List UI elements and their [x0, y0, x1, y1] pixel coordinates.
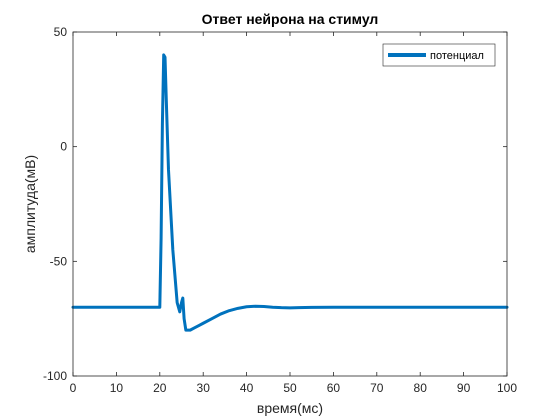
x-tick-label: 40	[240, 381, 254, 395]
x-tick-label: 0	[70, 381, 77, 395]
chart-title: Ответ нейрона на стимул	[202, 11, 379, 27]
x-tick-label: 60	[327, 381, 341, 395]
x-tick-label: 100	[497, 381, 517, 395]
x-tick-label: 10	[110, 381, 124, 395]
legend-label: потенциал	[430, 50, 484, 62]
axes-layer: 0 10 20 30 40 50 60 70 80 90 100 -100 -50 0 50	[43, 25, 517, 395]
series-line-1	[71, 53, 509, 332]
y-tick-label: -50	[50, 254, 68, 268]
x-tick-label: 30	[197, 381, 211, 395]
x-tick-label: 20	[153, 381, 167, 395]
y-axis-label: амплитуда(мВ)	[22, 155, 38, 253]
y-tick-label: 50	[54, 25, 68, 39]
legend-box	[382, 43, 496, 67]
series-layer	[71, 53, 509, 332]
plot-area	[73, 32, 507, 376]
x-tick-label: 70	[370, 381, 384, 395]
y-tick-label: 0	[60, 140, 67, 154]
y-tick-label: -100	[43, 369, 67, 383]
x-tick-label: 80	[414, 381, 428, 395]
legend: потенциал	[382, 43, 496, 67]
x-tick-label: 90	[457, 381, 471, 395]
x-tick-label: 50	[283, 381, 297, 395]
x-axis-label: время(мс)	[257, 400, 323, 416]
